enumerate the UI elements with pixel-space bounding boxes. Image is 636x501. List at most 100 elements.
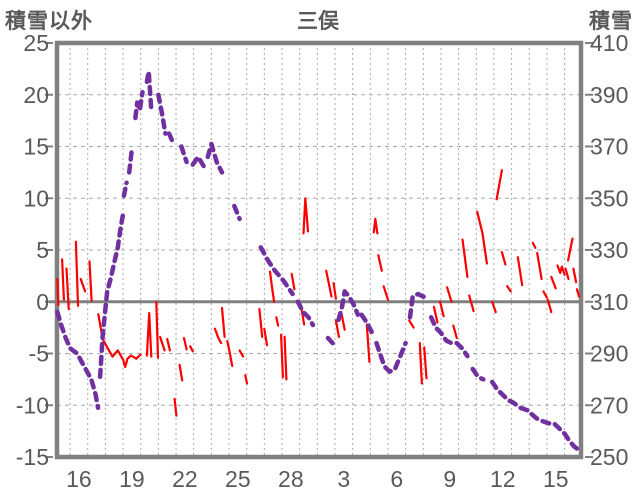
series-segment [334,319,340,338]
right-axis-tick-label: 270 [590,392,628,418]
x-axis-tick-label: 22 [172,466,198,492]
series-segment [60,258,66,301]
series-segment [213,327,223,345]
series-segment [182,336,188,351]
series-segment [516,256,524,287]
right-axis-tick-label: 330 [590,237,628,263]
series-segment [275,316,280,327]
series-segment [476,210,488,265]
series-segment [572,267,578,284]
series-segment [280,333,284,379]
chart-title: 三俣 [297,10,339,33]
series-segment [495,169,503,201]
series-segment [283,335,288,381]
series-snow [55,69,581,452]
series-segment [97,313,142,369]
series-segment [468,294,475,313]
series-segment [372,217,379,235]
left-axis-tick-label: 0 [36,289,49,315]
series-segment [374,340,408,374]
series-segment [244,374,249,385]
series-segment [432,305,439,324]
right-axis-tick-label: 410 [590,30,628,56]
right-axis-tick-label: 350 [590,185,628,211]
x-axis-tick-label: 9 [443,466,456,492]
series-segment [500,251,507,266]
x-axis-tick-label: 12 [490,466,516,492]
series-segment [556,264,566,276]
x-axis-tick-label: 16 [66,466,92,492]
right-axis-tick-label: 390 [590,82,628,108]
series-segment [65,267,70,311]
series-segment [302,197,310,235]
series-segment [564,267,570,281]
series-segment [121,180,129,198]
right-axis-tick-label: 370 [590,134,628,160]
series-segment [365,323,371,363]
x-axis-tick-label: 6 [390,466,403,492]
series-segment [55,309,101,411]
x-axis-tick-label: 28 [278,466,304,492]
series-segment [566,237,574,262]
series-segment [470,366,486,382]
series-temperature [56,169,581,417]
series-segment [407,291,431,320]
right-axis-title: 積雪 [589,10,633,33]
series-segment [258,245,295,297]
series-segment [536,252,543,281]
left-axis-tick-label: 25 [23,30,49,56]
right-axis-tick-label: 290 [590,341,628,367]
series-segment [263,327,269,347]
series-segment [189,345,194,353]
series-segment [428,315,470,359]
series-segment [79,277,87,293]
series-segment [546,298,553,314]
series-segment [575,288,581,298]
series-segment [220,306,226,338]
series-segment [88,260,93,302]
series-segment [159,335,166,352]
right-axis-tick-label: 310 [590,289,628,315]
x-axis-tick-label: 25 [225,466,251,492]
series-segment [550,275,557,290]
left-axis-tick-label: 15 [23,134,49,160]
series-segment [491,300,497,314]
x-axis-tick-label: 3 [337,466,350,492]
series-segment [439,300,445,318]
series-segment [382,285,390,301]
left-axis-tick-label: -5 [29,341,49,367]
series-segment [377,254,383,272]
series-segment [155,300,160,359]
series-segment [336,289,361,323]
left-axis-title: 積雪以外 [5,10,93,33]
series-segment [489,379,581,452]
series-segment [542,290,549,299]
series-segment [74,240,80,307]
series-segment [418,342,423,385]
left-axis-tick-label: -10 [16,392,49,418]
series-segment [531,241,537,249]
left-axis-tick-label: 5 [36,237,49,263]
series-segment [258,307,264,338]
plot-frame [54,40,584,460]
series-segment [232,203,242,222]
right-axis-tick-label: 250 [590,444,628,470]
series-segment [325,269,333,298]
series-segment [144,69,154,113]
series-segment [179,144,189,165]
series-segment [506,285,512,293]
series-segment [145,312,153,358]
series-segment [300,306,306,326]
series-segment [173,397,178,417]
series-segment [166,337,171,352]
series-segment [461,238,469,278]
series-segment [226,340,234,367]
series-segment [359,312,375,336]
series-segment [205,141,225,175]
series-segment [446,286,453,303]
left-axis-tick-label: -15 [16,444,49,470]
left-axis-tick-label: 10 [23,185,49,211]
series-segment [325,335,338,348]
